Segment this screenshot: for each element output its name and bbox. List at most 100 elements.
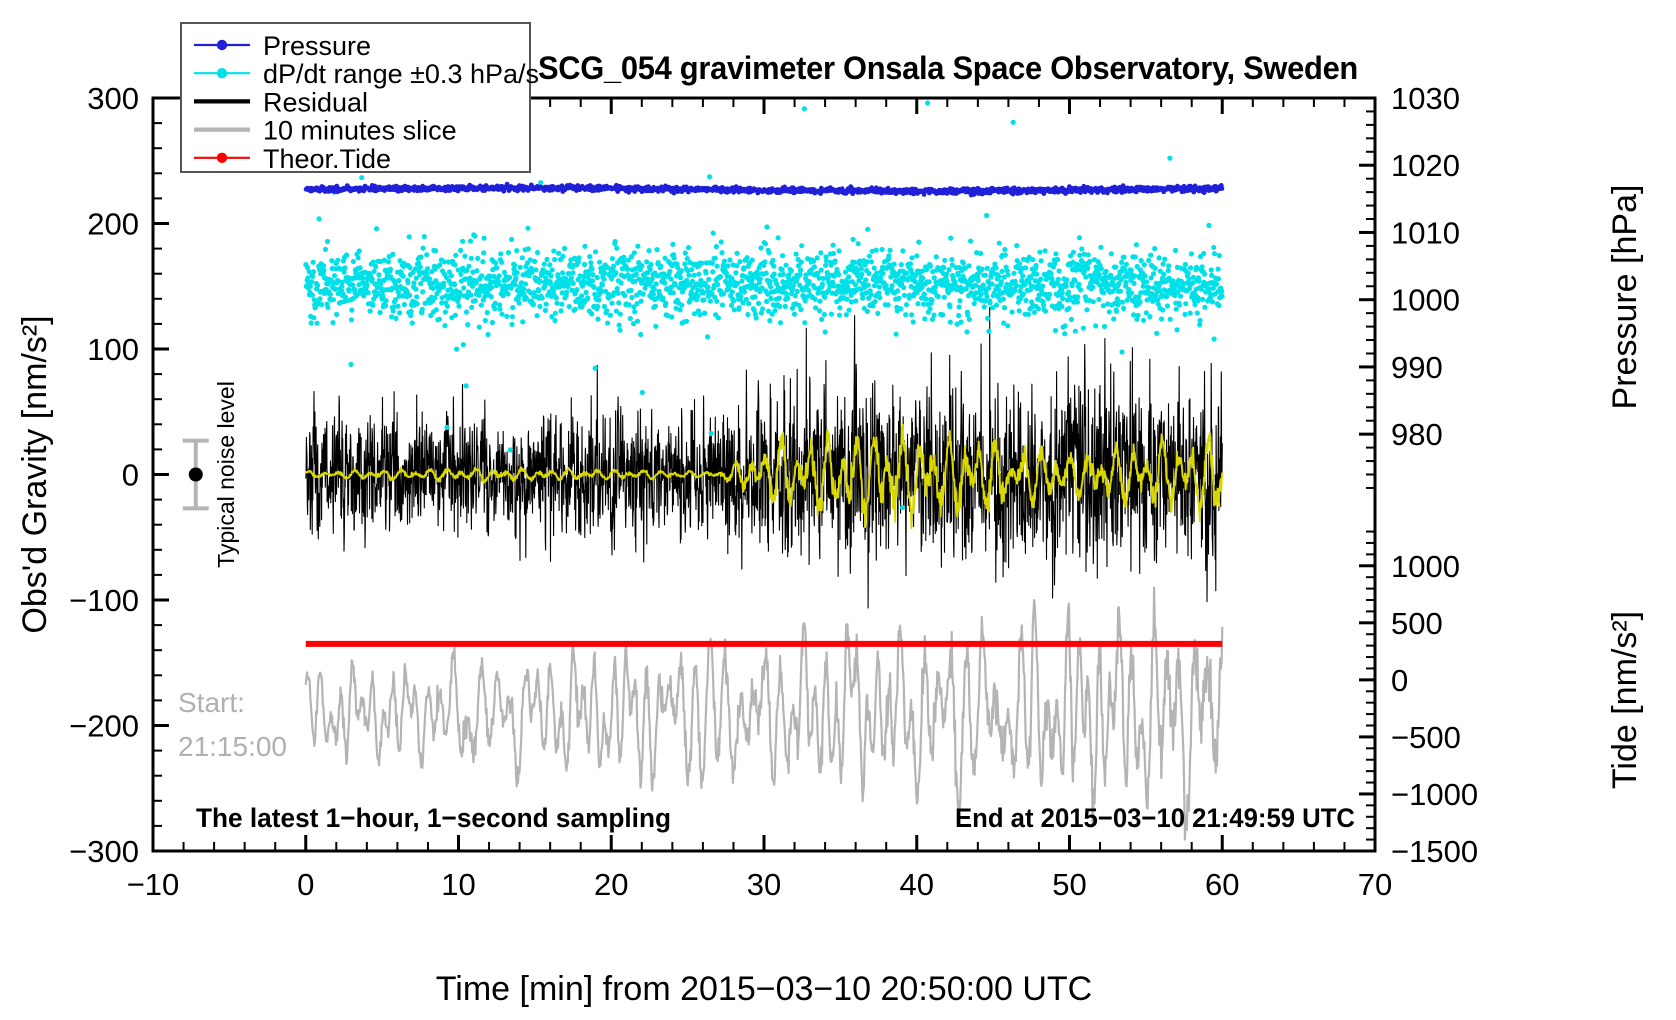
dpdt-point — [811, 264, 818, 270]
dpdt-point — [944, 278, 950, 284]
dpdt-point — [1084, 307, 1090, 313]
dpdt-point — [304, 264, 311, 270]
dpdt-point — [842, 269, 849, 275]
x-tick-label: 30 — [747, 867, 781, 902]
dpdt-point — [1059, 290, 1065, 296]
dpdt-point — [504, 313, 510, 319]
dpdt-point — [467, 275, 473, 281]
dpdt-point — [920, 275, 926, 281]
y-left-tick-label: −100 — [69, 583, 139, 618]
dpdt-point — [837, 305, 843, 311]
dpdt-point — [806, 287, 812, 294]
dpdt-point — [817, 298, 823, 304]
dpdt-point — [985, 315, 991, 321]
dpdt-point — [758, 245, 764, 251]
dpdt-point — [958, 319, 964, 325]
dpdt-point — [836, 312, 843, 318]
dpdt-point — [497, 302, 503, 308]
dpdt-point — [1211, 336, 1217, 342]
dpdt-point — [719, 250, 725, 256]
dpdt-point — [1206, 222, 1212, 228]
dpdt-point — [552, 310, 559, 316]
legend-item[interactable]: Pressure — [194, 31, 371, 61]
legend-item[interactable]: dP/dt range ±0.3 hPa/s — [194, 59, 539, 89]
dpdt-point — [327, 291, 333, 297]
dpdt-point — [527, 257, 533, 263]
dpdt-point — [556, 250, 562, 256]
dpdt-point — [1052, 260, 1058, 267]
dpdt-point — [1157, 268, 1163, 274]
dpdt-point — [898, 306, 904, 312]
residual-trace — [305, 307, 1223, 609]
dpdt-point — [741, 265, 747, 271]
dpdt-point — [553, 295, 559, 301]
dpdt-point — [1192, 301, 1198, 308]
y-right-pressure-axis: 980 990 1000 1010 1020 1030 Pressure [hPa] — [1359, 81, 1644, 489]
dpdt-point — [1105, 283, 1111, 289]
tide-tick-label: −1500 — [1391, 834, 1478, 869]
dpdt-point — [865, 282, 871, 288]
dpdt-point — [672, 282, 678, 288]
dpdt-point — [930, 269, 936, 275]
dpdt-point — [886, 253, 892, 259]
dpdt-point — [927, 306, 933, 312]
dpdt-point — [1067, 294, 1073, 301]
dpdt-point — [1158, 316, 1165, 322]
dpdt-point — [356, 248, 362, 254]
dpdt-point — [640, 291, 646, 297]
dpdt-point — [803, 272, 809, 278]
dpdt-point — [682, 250, 688, 256]
dpdt-point — [389, 285, 395, 291]
dpdt-point — [832, 258, 838, 264]
dpdt-point — [721, 291, 727, 297]
dpdt-point — [457, 292, 463, 298]
dpdt-point — [494, 265, 500, 271]
dpdt-point — [1190, 274, 1196, 280]
dpdt-point — [511, 266, 517, 272]
dpdt-point — [1072, 328, 1078, 334]
dpdt-point — [1160, 307, 1166, 313]
dpdt-point — [885, 302, 891, 308]
dpdt-point — [1028, 275, 1034, 281]
dpdt-point — [307, 283, 313, 289]
dpdt-point — [942, 257, 948, 263]
legend-item[interactable]: Theor.Tide — [194, 144, 391, 174]
dpdt-point — [559, 290, 565, 296]
dpdt-point — [766, 250, 772, 256]
dpdt-point — [389, 314, 395, 320]
dpdt-point — [1086, 297, 1092, 303]
dpdt-point — [552, 317, 558, 324]
y-left-axis: −300 −200 −100 0 100 200 300 Obs'd Gravity [nm/… — [16, 81, 169, 869]
dpdt-point — [682, 261, 688, 267]
legend-item[interactable]: 10 minutes slice — [194, 116, 457, 146]
legend-item[interactable]: Residual — [194, 87, 368, 117]
dpdt-point — [815, 270, 821, 276]
dpdt-point — [397, 310, 403, 316]
dpdt-point — [998, 279, 1004, 285]
dpdt-point — [660, 295, 666, 301]
dpdt-point — [424, 252, 430, 258]
dpdt-point — [1219, 288, 1225, 294]
dpdt-point — [505, 250, 511, 256]
dpdt-point — [1072, 278, 1078, 284]
dpdt-point — [1146, 257, 1152, 264]
pressure-tick-label: 1020 — [1391, 148, 1460, 183]
dpdt-point — [883, 283, 889, 289]
x-tick-label: 70 — [1358, 867, 1392, 902]
dpdt-point — [653, 281, 659, 287]
dpdt-point — [1087, 258, 1093, 264]
pressure-scatter — [303, 181, 1225, 198]
dpdt-point — [622, 292, 628, 299]
pressure-tick-label: 1010 — [1391, 215, 1460, 250]
data-traces — [303, 100, 1225, 841]
dpdt-point — [1062, 323, 1068, 329]
dpdt-point — [1202, 304, 1208, 310]
dpdt-point — [369, 276, 375, 282]
dpdt-scatter — [303, 100, 1225, 510]
dpdt-point — [350, 258, 356, 265]
dpdt-point — [670, 290, 676, 296]
dpdt-point — [996, 240, 1002, 246]
dpdt-point — [1066, 289, 1072, 295]
dpdt-point — [579, 283, 586, 289]
dpdt-point — [593, 249, 599, 255]
